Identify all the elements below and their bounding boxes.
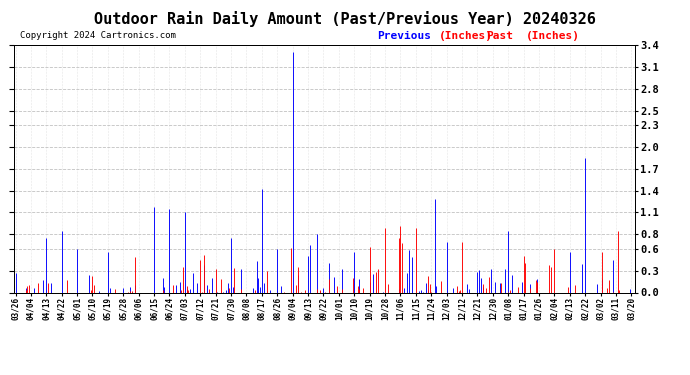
Text: (Inches): (Inches) [440,32,493,41]
Text: Previous: Previous [377,32,431,41]
Text: (Inches): (Inches) [526,32,580,41]
Text: Past: Past [486,32,513,41]
Text: Copyright 2024 Cartronics.com: Copyright 2024 Cartronics.com [20,32,176,40]
Text: Outdoor Rain Daily Amount (Past/Previous Year) 20240326: Outdoor Rain Daily Amount (Past/Previous… [94,11,596,27]
